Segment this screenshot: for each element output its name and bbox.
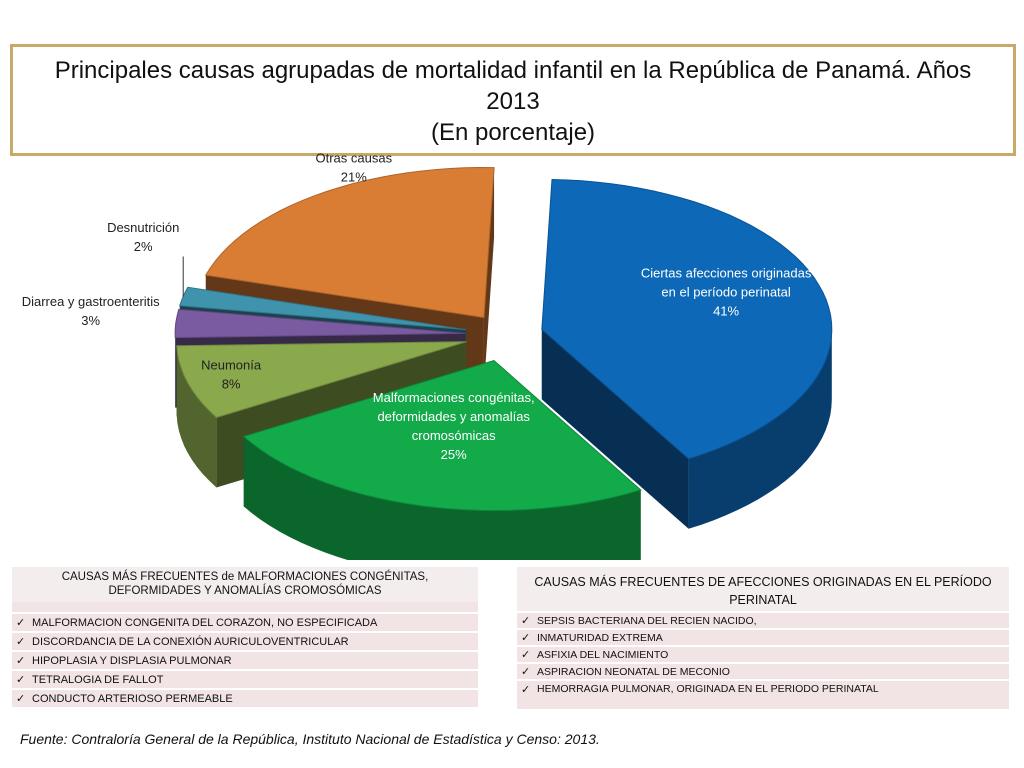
table-spacer bbox=[12, 602, 478, 612]
pie-slice-label: Ciertas afecciones originadas en el perío… bbox=[641, 266, 812, 319]
pie-slice bbox=[204, 166, 495, 319]
pie-chart: Ciertas afecciones originadas en el perío… bbox=[22, 151, 833, 560]
perinatal-item: ✓ INMATURIDAD EXTREMA bbox=[517, 628, 1009, 645]
perinatal-header-line-1: CAUSAS MÁS FRECUENTES DE AFECCIONES ORIG… bbox=[534, 575, 992, 589]
malformaciones-item: ✓ DISCORDANCIA DE LA CONEXIÓN AURICULOVEN… bbox=[12, 631, 478, 650]
perinatal-item: ✓ HEMORRAGIA PULMONAR, ORIGINADA EN EL PE… bbox=[517, 679, 1009, 709]
malformaciones-item-text: TETRALOGIA DE FALLOT bbox=[32, 673, 164, 686]
perinatal-table-header: CAUSAS MÁS FRECUENTES DE AFECCIONES ORIG… bbox=[517, 567, 1009, 611]
checkmark-icon: ✓ bbox=[16, 617, 26, 629]
malformaciones-item-text: HIPOPLASIA Y DISPLASIA PULMONAR bbox=[32, 654, 232, 667]
malformaciones-item-text: CONDUCTO ARTERIOSO PERMEABLE bbox=[32, 692, 233, 705]
pie-slice bbox=[541, 178, 833, 460]
chart-title-line-1: Principales causas agrupadas de mortalid… bbox=[54, 57, 972, 84]
malformaciones-table-header: CAUSAS MÁS FRECUENTES de MALFORMACIONES … bbox=[12, 567, 478, 602]
perinatal-item-text: INMATURIDAD EXTREMA bbox=[537, 631, 663, 644]
perinatal-item-text: SEPSIS BACTERIANA DEL RECIEN NACIDO, bbox=[537, 614, 757, 627]
pie-slice-label: Malformaciones congénitas, deformidades y… bbox=[373, 390, 535, 462]
pie-slice-wall bbox=[541, 329, 689, 529]
perinatal-item-text: ASPIRACION NEONATAL DE MECONIO bbox=[537, 665, 730, 678]
malformaciones-item: ✓ CONDUCTO ARTERIOSO PERMEABLE bbox=[12, 688, 478, 707]
chart-title-line-2: 2013 bbox=[486, 88, 540, 115]
pie-slice bbox=[174, 308, 466, 339]
checkmark-icon: ✓ bbox=[521, 684, 531, 696]
checkmark-icon: ✓ bbox=[521, 666, 531, 678]
checkmark-icon: ✓ bbox=[521, 632, 531, 644]
perinatal-item-text: ASFIXIA DEL NACIMIENTO bbox=[537, 648, 669, 661]
pie-slice-label: Desnutrición 2% bbox=[107, 220, 179, 254]
pie-slice bbox=[176, 341, 467, 419]
checkmark-icon: ✓ bbox=[521, 649, 531, 661]
pie-slice-side bbox=[688, 329, 832, 529]
malformaciones-header-line-1: CAUSAS MÁS FRECUENTES de MALFORMACIONES … bbox=[61, 571, 429, 583]
source-note: Fuente: Contraloría General de la Repúbl… bbox=[20, 731, 600, 747]
malformaciones-header-line-2: DEFORMIDADES Y ANOMALÍAS CROMOSÓMICAS bbox=[108, 585, 382, 597]
pie-slice-label: Diarrea y gastroenteritis 3% bbox=[22, 294, 160, 328]
malformaciones-item: ✓ MALFORMACION CONGENITA DEL CORAZON, NO … bbox=[12, 612, 478, 631]
pie-slice-label: Otras causas 21% bbox=[316, 151, 393, 185]
chart-title-line-3: (En porcentaje) bbox=[430, 119, 596, 146]
malformaciones-item: ✓ HIPOPLASIA Y DISPLASIA PULMONAR bbox=[12, 650, 478, 669]
pie-slice-side bbox=[243, 436, 641, 560]
perinatal-item: ✓ ASFIXIA DEL NACIMIENTO bbox=[517, 645, 1009, 662]
malformaciones-causes-table: CAUSAS MÁS FRECUENTES de MALFORMACIONES … bbox=[12, 567, 478, 707]
checkmark-icon: ✓ bbox=[521, 615, 531, 627]
pie-slice-wall bbox=[483, 167, 495, 388]
pie-labels-layer: Ciertas afecciones originadas en el perío… bbox=[22, 151, 812, 462]
pie-tops-layer bbox=[174, 166, 833, 512]
checkmark-icon: ✓ bbox=[16, 655, 26, 667]
perinatal-item: ✓ ASPIRACION NEONATAL DE MECONIO bbox=[517, 662, 1009, 679]
perinatal-item-text: HEMORRAGIA PULMONAR, ORIGINADA EN EL PER… bbox=[537, 683, 879, 695]
checkmark-icon: ✓ bbox=[16, 674, 26, 686]
malformaciones-item-text: DISCORDANCIA DE LA CONEXIÓN AURICULOVENT… bbox=[32, 635, 349, 648]
perinatal-header-line-2: PERINATAL bbox=[729, 593, 797, 607]
malformaciones-item: ✓ TETRALOGIA DE FALLOT bbox=[12, 669, 478, 688]
pie-slice-label: Neumonía 8% bbox=[201, 357, 262, 391]
perinatal-item: ✓ SEPSIS BACTERIANA DEL RECIEN NACIDO, bbox=[517, 611, 1009, 628]
checkmark-icon: ✓ bbox=[16, 693, 26, 705]
malformaciones-item-text: MALFORMACION CONGENITA DEL CORAZON, NO E… bbox=[32, 616, 378, 629]
perinatal-causes-table: CAUSAS MÁS FRECUENTES DE AFECCIONES ORIG… bbox=[517, 567, 1009, 709]
checkmark-icon: ✓ bbox=[16, 636, 26, 648]
chart-title-box: Principales causas agrupadas de mortalid… bbox=[10, 44, 1016, 156]
pie-slice bbox=[242, 359, 642, 512]
